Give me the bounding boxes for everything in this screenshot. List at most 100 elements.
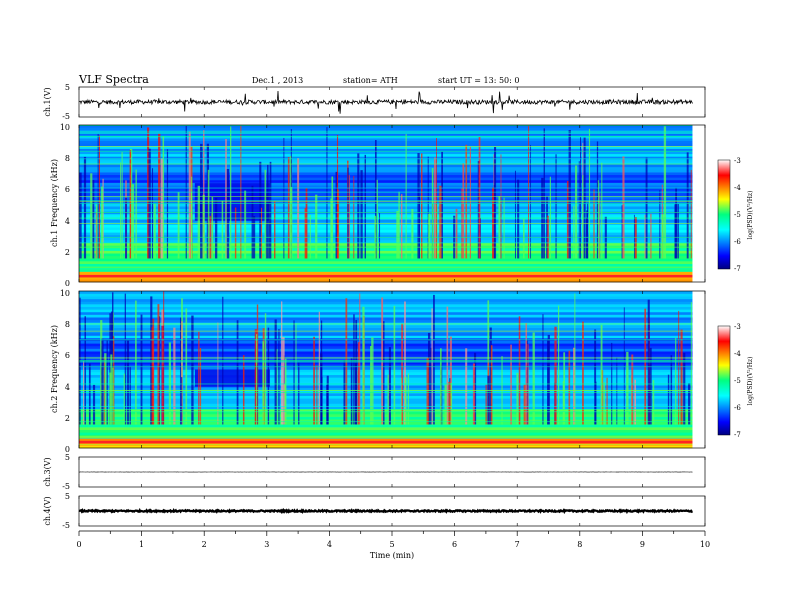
spectrogram-sferic	[217, 322, 219, 425]
spectrogram-band	[79, 317, 693, 321]
spectrogram-sferic	[634, 379, 636, 425]
spectrogram-band	[79, 398, 693, 402]
spectrogram-sferic	[578, 161, 580, 259]
spectrogram-band	[79, 379, 693, 383]
spectrogram-sferic	[315, 194, 318, 259]
spectrogram-sferic	[667, 374, 670, 425]
spectrogram-band	[79, 224, 693, 228]
spectrogram-line	[79, 200, 693, 201]
ch4-ytick-bottom: -5	[62, 521, 70, 530]
spectrogram-sferic	[359, 293, 361, 425]
spectrogram-sferic	[207, 169, 210, 259]
spectrogram-band	[79, 182, 693, 186]
spectrogram-sferic	[191, 192, 192, 259]
spectrogram-band	[79, 434, 693, 438]
spectrogram-sferic	[582, 321, 584, 425]
spectrogram-band	[79, 132, 693, 136]
spectrogram-lf-line	[79, 440, 693, 444]
spectrogram-band	[79, 174, 693, 178]
spectrogram-line	[79, 406, 693, 407]
spectrogram-band	[79, 185, 693, 189]
spectrogram-band	[79, 319, 693, 323]
spectrogram-band	[79, 261, 693, 264]
spectrogram-band	[79, 293, 693, 297]
spectrogram-sferic	[626, 351, 629, 425]
spectrogram-band	[79, 353, 693, 357]
spectrogram-sferic	[179, 317, 182, 425]
spectrogram-sferic	[407, 373, 410, 425]
spectrogram-sferic	[242, 355, 245, 425]
spectrogram-band	[79, 240, 693, 244]
spectrogram-band	[79, 206, 693, 210]
spectrogram-sferic	[357, 342, 360, 425]
spectrogram-sferic	[573, 347, 576, 425]
spectrogram-line	[79, 222, 693, 224]
spectrogram-line	[79, 383, 693, 385]
xtick-10: 10	[700, 540, 710, 549]
ch2-colorbar-tick-m3: -3	[734, 323, 741, 331]
spectrogram-band	[79, 242, 693, 246]
spectrogram-sferic	[284, 358, 287, 425]
spectrogram-sferic	[439, 348, 442, 425]
spectrogram-line	[79, 217, 693, 219]
spectrogram-sferic	[606, 377, 608, 425]
ch3-waveform-ylabel: ch.3(V)	[43, 457, 52, 486]
spectrogram-band	[79, 393, 693, 396]
spectrogram-sferic	[644, 214, 646, 259]
spectrogram-sferic	[357, 153, 360, 259]
spectrogram-sferic	[110, 354, 113, 425]
spectrogram-sferic	[674, 204, 677, 259]
spectrogram-line	[79, 196, 693, 198]
spectrogram-sferic	[514, 170, 516, 259]
ch1-ytick-4: 4	[65, 217, 70, 226]
spectrogram-sferic	[490, 345, 493, 425]
spectrogram-band	[79, 364, 693, 368]
spectrogram-sferic	[622, 156, 625, 259]
ch1-colorbar-tick-m6: -6	[734, 238, 741, 246]
spectrogram-band	[79, 250, 693, 254]
spectrogram-no-data	[692, 125, 705, 282]
spectrogram-sferic	[100, 186, 104, 259]
spectrogram-band	[79, 219, 693, 223]
spectrogram-sferic	[126, 340, 130, 425]
spectrogram-band	[79, 143, 693, 147]
ch1-ytick-bottom: -5	[62, 112, 70, 121]
spectrogram-sferic	[290, 186, 293, 259]
ch1-ytick-top: 5	[65, 83, 70, 92]
spectrogram-sferic	[129, 150, 132, 259]
spectrogram-sferic	[120, 162, 122, 259]
spectrogram-sferic	[431, 168, 434, 259]
spectrogram-band	[79, 411, 693, 415]
spectrogram-band	[79, 234, 693, 238]
spectrogram-line	[79, 187, 693, 189]
spectrogram-sferic	[348, 175, 350, 259]
spectrogram-sferic	[400, 377, 402, 425]
spectrogram-band	[79, 390, 693, 394]
spectrogram-sferic	[498, 196, 501, 259]
spectrogram-band	[79, 325, 693, 328]
spectrogram-line	[79, 438, 693, 439]
spectrogram-sferic	[594, 329, 597, 425]
spectrogram-sferic	[104, 353, 107, 425]
spectrogram-band	[79, 177, 693, 181]
spectrogram-band	[79, 427, 693, 430]
spectrogram-sferic	[274, 319, 277, 425]
ch2-ytick-4: 4	[65, 383, 70, 392]
spectrogram-sferic	[158, 316, 161, 425]
spectrogram-sferic	[616, 357, 618, 425]
spectrogram-sferic	[244, 190, 247, 259]
spectrogram-sferic	[140, 314, 143, 425]
spectrogram-band	[79, 229, 693, 233]
station-label: station= ATH	[343, 76, 398, 85]
spectrogram-sferic	[335, 171, 338, 259]
spectrogram-sferic	[396, 210, 399, 259]
ch2-colorbar-tick-m5: -5	[734, 377, 741, 385]
spectrogram-line	[79, 191, 693, 193]
ch2-ytick-0: 0	[65, 445, 70, 454]
spectrogram-line	[79, 323, 693, 325]
spectrogram-sferic	[500, 154, 502, 259]
time-axis-ticks	[78, 530, 706, 536]
spectrogram-sferic	[211, 196, 214, 259]
spectrogram-sferic	[574, 293, 576, 425]
